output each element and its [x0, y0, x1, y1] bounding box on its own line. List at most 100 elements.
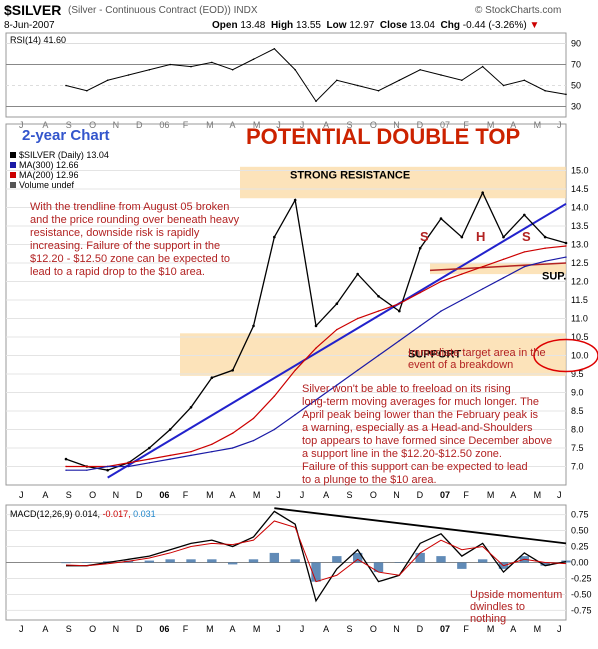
rsi-month-tick-label: J [557, 120, 562, 130]
data-point [169, 458, 171, 460]
resistance-band [240, 166, 566, 199]
price-tick-label: 10.5 [571, 332, 589, 342]
macd-month-tick-label: A [323, 624, 329, 634]
rsi-month-tick-label: M [253, 120, 260, 130]
macd-month-tick-label: M [206, 624, 214, 634]
macd-histogram-bar [290, 559, 300, 563]
price-tick-label: 8.0 [571, 425, 584, 435]
data-point [544, 247, 546, 249]
data-point [148, 462, 151, 464]
data-point [418, 246, 422, 250]
price-tick-label: 13.0 [571, 240, 589, 250]
support-band [180, 333, 566, 376]
data-point [314, 324, 318, 328]
month-tick-label: M [534, 490, 542, 500]
data-point [231, 432, 234, 434]
data-point [168, 428, 172, 431]
month-tick-label: A [230, 490, 236, 500]
data-point [252, 439, 255, 442]
legend-entry: MA(200) 12.96 [19, 170, 79, 180]
rsi-panel-frame [5, 32, 567, 118]
note-bottom: Silver won't be able to freeload on its … [302, 383, 552, 486]
data-point [293, 198, 297, 202]
data-point [315, 399, 317, 401]
macd-month-tick-label: A [230, 624, 236, 634]
chg-label: Chg [440, 20, 460, 31]
macd-line [66, 510, 567, 603]
macd-histogram-bar [227, 562, 238, 565]
trendline [107, 202, 567, 479]
data-point [169, 454, 171, 457]
month-tick-label: M [206, 490, 214, 500]
month-tick-label: N [393, 490, 400, 500]
macd-histogram-bar [457, 562, 467, 569]
macd-month-tick-label: J [300, 624, 305, 634]
data-point [211, 451, 213, 453]
legend-swatch [10, 152, 16, 158]
macd-trendline [274, 507, 567, 545]
data-point [336, 328, 338, 331]
price-tick-label: 14.0 [571, 203, 589, 213]
data-point [439, 217, 443, 220]
rsi-point [356, 84, 359, 87]
macd-month-tick-label: M [487, 624, 495, 634]
month-tick-label: D [417, 490, 424, 500]
rsi-month-tick-label: S [346, 120, 352, 130]
data-point [502, 235, 505, 239]
macd-month-tick-label: D [136, 624, 143, 634]
macd-month-tick-label: J [19, 624, 24, 634]
macd-histogram-bar [82, 562, 92, 563]
rsi-point [544, 89, 546, 92]
rsi-month-tick-label: A [42, 120, 48, 130]
rsi-month-tick-label: D [417, 120, 424, 130]
macd-histogram-bar [269, 552, 280, 563]
macd-histogram-bar [311, 562, 321, 582]
month-tick-label: 06 [159, 490, 169, 500]
rsi-month-tick-label: A [510, 120, 516, 130]
rsi-month-tick-label: M [206, 120, 214, 130]
data-point [502, 277, 505, 279]
macd-month-tick-label: O [89, 624, 96, 634]
rsi-month-tick-label: N [113, 120, 120, 130]
month-tick-label: F [183, 490, 189, 500]
macd-histogram-bar [332, 556, 342, 563]
rsi-month-tick-label: N [393, 120, 400, 130]
data-point [106, 468, 109, 472]
macd-month-tick-label: O [370, 624, 377, 634]
data-point [148, 458, 151, 460]
note-target: Immediate target area in the event of a b… [408, 347, 546, 371]
close-value: 13.04 [409, 20, 435, 31]
data-point [336, 384, 338, 386]
rsi-point [231, 68, 234, 71]
rsi-month-tick-label: A [230, 120, 236, 130]
data-point [564, 241, 568, 245]
rsi-tick-label: 30 [571, 102, 581, 112]
ohlc-readout: Open 13.48 High 13.55 Low 12.97 Close 13… [212, 20, 539, 31]
macd-tick-label: 0.25 [571, 542, 589, 552]
macd-month-tick-label: M [534, 624, 542, 634]
month-tick-label: M [253, 490, 260, 500]
data-point [523, 213, 526, 217]
credit-text: © StockCharts.com [475, 5, 562, 16]
price-tick-label: 8.5 [571, 406, 584, 416]
hs-support-zone [430, 263, 566, 275]
sup-label: SUP. [542, 271, 566, 283]
data-point [273, 235, 276, 239]
macd-month-tick-label: J [557, 624, 562, 634]
month-tick-label: N [113, 490, 120, 500]
rsi-point [461, 79, 463, 82]
rsi-month-tick-label: 06 [159, 120, 169, 130]
rsi-point [315, 100, 317, 103]
price-tick-label: 9.0 [571, 388, 584, 398]
description-text: (Silver - Continuous Contract (EOD)) [68, 5, 231, 16]
rsi-month-tick-label: J [300, 120, 305, 130]
price-tick-label: 15.0 [571, 166, 589, 176]
rsi-month-tick-label: D [136, 120, 143, 130]
month-tick-label: J [557, 490, 562, 500]
data-point [523, 251, 526, 253]
data-point [356, 272, 359, 276]
open-value: 13.48 [240, 20, 266, 31]
rsi-month-tick-label: S [66, 120, 72, 130]
